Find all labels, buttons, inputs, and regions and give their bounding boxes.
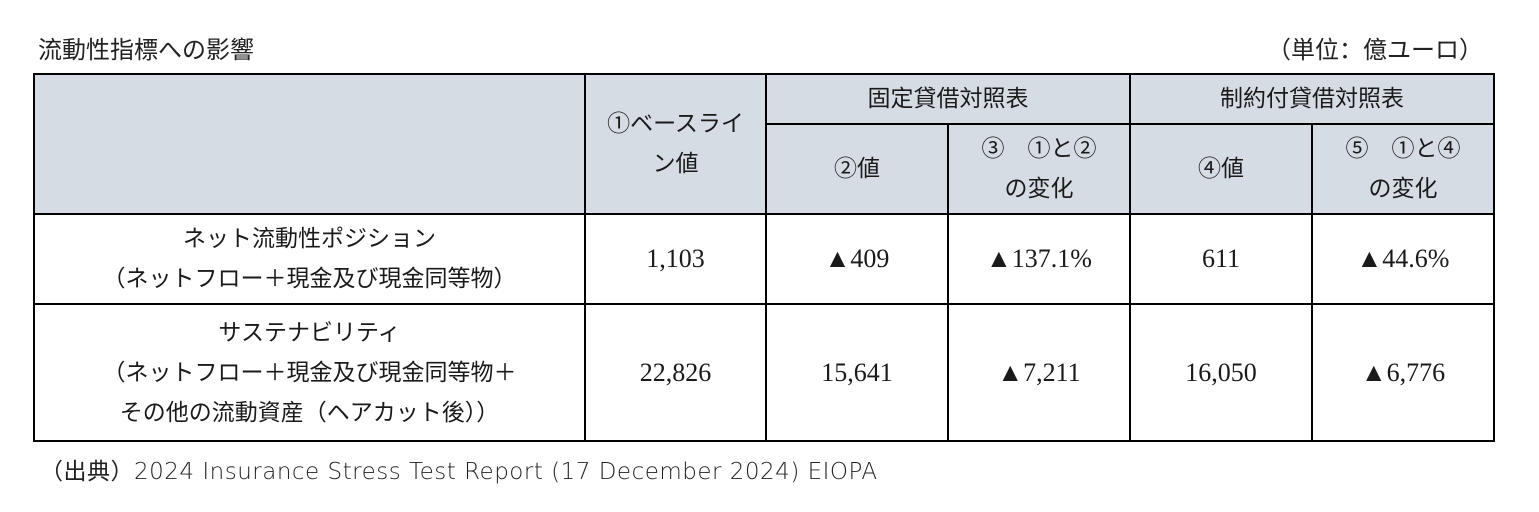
- cell-constrained-value: 611: [1129, 213, 1313, 305]
- cell-fixed-change: ▲7,211: [947, 303, 1131, 442]
- row-label: ネット流動性ポジション （ネットフロー＋現金及び現金同等物）: [33, 213, 586, 305]
- cell-baseline: 22,826: [584, 303, 767, 442]
- row-label-line-3: その他の流動資産（ヘアカット後））: [119, 399, 500, 426]
- header-baseline: ①ベースライ ン値: [584, 73, 767, 215]
- cell-fixed-change: ▲137.1%: [947, 213, 1131, 305]
- header-row-2: ②値 ③ ①と② の変化 ④値 ⑤ ①と④ の変化: [34, 123, 1495, 215]
- header-constrained-value: ④値: [1129, 123, 1313, 215]
- header-blank-cell: [33, 73, 586, 215]
- cell-fixed-value: ▲409: [765, 213, 949, 305]
- header-constrained-change-line-1: ⑤ ①と④: [1345, 136, 1461, 162]
- cell-constrained-value: 16,050: [1129, 303, 1313, 442]
- source-citation: （出典）2024 Insurance Stress Test Report (1…: [40, 459, 878, 485]
- document-title: 流動性指標への影響: [38, 36, 254, 64]
- table-row-net-liquidity-position: ネット流動性ポジション （ネットフロー＋現金及び現金同等物） 1,103 ▲40…: [33, 213, 1495, 305]
- cell-fixed-value: 15,641: [765, 303, 949, 442]
- row-label-line-2: （ネットフロー＋現金及び現金同等物＋: [102, 359, 517, 386]
- header-baseline-line-1: ①ベースライ: [607, 111, 744, 137]
- row-label-line-1: サステナビリティ: [218, 319, 401, 346]
- header-fixed-change: ③ ①と② の変化: [947, 123, 1131, 215]
- header-fixed-balance-sheet: 固定貸借対照表: [765, 73, 1131, 125]
- header-fixed-change-line-2: の変化: [1004, 176, 1074, 202]
- header-row-1: ①ベースライ ン値 固定貸借対照表 制約付貸借対照表: [33, 73, 1495, 215]
- header-constrained-balance-sheet: 制約付貸借対照表: [1129, 73, 1495, 125]
- header-fixed-change-line-1: ③ ①と②: [981, 136, 1097, 162]
- unit-label: （単位：億ユーロ）: [1267, 36, 1483, 64]
- table-row-sustainability: サステナビリティ （ネットフロー＋現金及び現金同等物＋ その他の流動資産（ヘアカ…: [33, 303, 1495, 442]
- header-baseline-line-2: ン値: [652, 151, 699, 177]
- row-label: サステナビリティ （ネットフロー＋現金及び現金同等物＋ その他の流動資産（ヘアカ…: [33, 303, 586, 442]
- header-fixed-value: ②値: [765, 123, 949, 215]
- header-constrained-change-line-2: の変化: [1368, 176, 1438, 202]
- row-label-line-2: （ネットフロー＋現金及び現金同等物）: [102, 266, 517, 292]
- cell-constrained-change: ▲44.6%: [1311, 213, 1495, 305]
- cell-constrained-change: ▲6,776: [1311, 303, 1495, 442]
- cell-baseline: 1,103: [584, 213, 767, 305]
- liquidity-impact-table: ①ベースライ ン値 固定貸借対照表 制約付貸借対照表 ②値 ③ ①と② の変化 …: [33, 73, 1495, 442]
- row-label-line-1: ネット流動性ポジション: [183, 226, 436, 252]
- header-constrained-change: ⑤ ①と④ の変化: [1311, 123, 1495, 215]
